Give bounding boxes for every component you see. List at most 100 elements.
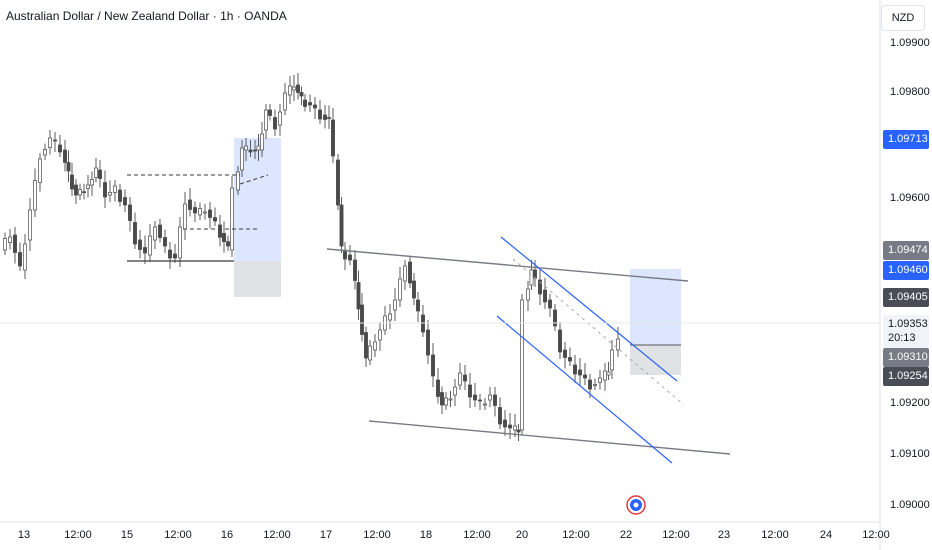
candle-body xyxy=(86,184,90,189)
candle-body xyxy=(616,338,620,351)
x-tick: 24 xyxy=(819,529,833,541)
candle-body xyxy=(313,104,317,109)
candle-body xyxy=(593,384,597,386)
candle-body xyxy=(273,117,277,130)
price-tag-level-4: 1.09254 xyxy=(883,367,929,386)
candle-body xyxy=(113,185,117,193)
candle-body xyxy=(543,289,547,303)
candle-body xyxy=(118,189,122,202)
dashed-level-3 xyxy=(239,174,269,185)
candle-body xyxy=(53,139,57,142)
candle-body xyxy=(388,313,392,321)
candle-body xyxy=(74,184,78,196)
candle-body xyxy=(308,102,312,106)
candle-body xyxy=(603,370,607,381)
position-boxes xyxy=(234,138,681,375)
candle-body xyxy=(538,279,542,295)
candle-body xyxy=(478,399,482,402)
candle-body xyxy=(426,329,430,356)
candle-body xyxy=(296,84,300,93)
currency-button[interactable]: NZD xyxy=(881,5,925,31)
candle-body xyxy=(226,241,230,247)
candle-body xyxy=(158,224,162,238)
candle-body xyxy=(288,85,292,96)
candle-body xyxy=(568,357,572,362)
candle-body xyxy=(103,182,107,198)
candle-body xyxy=(260,133,264,151)
price-tag-level-1: 1.09474 xyxy=(883,241,929,260)
candle-body xyxy=(244,145,248,151)
candle-body xyxy=(493,394,497,406)
x-tick: 16 xyxy=(220,529,234,541)
candle-body xyxy=(520,299,524,431)
y-tick: 1.09600 xyxy=(890,192,930,204)
price-tag-level-2: 1.09405 xyxy=(883,288,929,307)
candle-body xyxy=(533,269,537,279)
candle-body xyxy=(606,371,611,376)
candle-body xyxy=(70,174,74,190)
candle-body xyxy=(412,280,416,299)
candle-body xyxy=(94,167,98,178)
candle-body xyxy=(318,109,322,120)
candle-body xyxy=(373,341,377,351)
event-icon[interactable] xyxy=(626,495,646,515)
candle-body xyxy=(463,374,467,382)
falling-channel-mid xyxy=(512,258,685,406)
candle-body xyxy=(248,149,253,153)
x-tick: 12:00 xyxy=(164,529,192,541)
candle-body xyxy=(43,149,47,156)
x-tick: 12:00 xyxy=(662,529,690,541)
candle-body xyxy=(222,232,226,243)
candle-body xyxy=(283,92,287,111)
candle-body xyxy=(444,397,448,406)
x-tick: 12:00 xyxy=(562,529,590,541)
candle-body xyxy=(364,332,368,359)
candle-body xyxy=(323,114,327,120)
candle-body xyxy=(8,236,12,243)
candle-body xyxy=(58,144,62,153)
candle-body xyxy=(208,209,212,218)
y-tick: 1.09000 xyxy=(890,499,930,511)
candle-body xyxy=(578,369,582,376)
candles xyxy=(3,73,620,441)
candle-body xyxy=(583,374,587,379)
candle-body xyxy=(292,86,296,91)
candle-body xyxy=(339,204,344,247)
candle-body xyxy=(498,407,502,425)
candle-body xyxy=(331,119,335,157)
candle-body xyxy=(82,191,86,194)
candle-body xyxy=(453,386,457,396)
x-tick: 12:00 xyxy=(363,529,391,541)
candle-body xyxy=(503,419,507,428)
candle-body xyxy=(473,394,477,401)
candle-body xyxy=(393,299,397,311)
candle-body xyxy=(203,211,207,214)
candle-body xyxy=(516,429,521,433)
candle-body xyxy=(168,249,172,259)
candle-body xyxy=(440,392,444,406)
x-tick: 12:00 xyxy=(463,529,491,541)
candle-body xyxy=(153,226,157,241)
candle-body xyxy=(3,238,7,251)
candle-body xyxy=(529,269,534,286)
candle-body xyxy=(416,299,420,312)
last-price: 1.09353 xyxy=(888,318,928,330)
short-position-loss-zone xyxy=(630,269,681,345)
candle-body xyxy=(28,209,32,241)
x-tick: 20 xyxy=(515,529,529,541)
candle-body xyxy=(256,145,261,151)
candle-body xyxy=(558,329,562,353)
candle-body xyxy=(18,252,22,267)
candle-body xyxy=(66,162,71,172)
candle-body xyxy=(173,253,177,259)
candle-body xyxy=(48,137,52,148)
candle-body xyxy=(143,247,147,254)
candle-body xyxy=(128,204,132,221)
candle-body xyxy=(133,222,137,245)
x-tick: 18 xyxy=(419,529,433,541)
candle-body xyxy=(360,304,364,335)
x-tick: 13 xyxy=(17,529,31,541)
candle-body xyxy=(236,171,240,191)
chart-title: Australian Dollar / New Zealand Dollar ·… xyxy=(6,9,287,23)
